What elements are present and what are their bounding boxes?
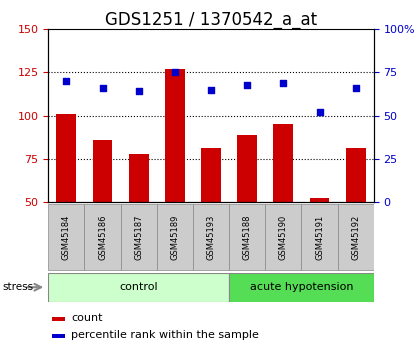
Bar bbox=[310, 198, 330, 202]
Text: GSM45184: GSM45184 bbox=[62, 215, 71, 260]
Text: percentile rank within the sample: percentile rank within the sample bbox=[71, 330, 259, 340]
Point bbox=[316, 109, 323, 115]
Text: GSM45187: GSM45187 bbox=[134, 215, 143, 260]
Point bbox=[171, 70, 178, 75]
Bar bbox=[48, 273, 229, 302]
Bar bbox=[48, 204, 84, 270]
Bar bbox=[84, 204, 121, 270]
Text: GSM45192: GSM45192 bbox=[351, 215, 360, 260]
Bar bbox=[229, 273, 374, 302]
Point bbox=[352, 85, 359, 91]
Bar bbox=[121, 204, 157, 270]
Text: GSM45191: GSM45191 bbox=[315, 215, 324, 260]
Text: acute hypotension: acute hypotension bbox=[250, 282, 353, 292]
Bar bbox=[237, 135, 257, 202]
Bar bbox=[52, 334, 65, 338]
Point bbox=[244, 82, 251, 87]
Text: control: control bbox=[119, 282, 158, 292]
Bar bbox=[92, 140, 113, 202]
Text: stress: stress bbox=[2, 282, 33, 292]
Bar bbox=[229, 204, 265, 270]
Bar bbox=[338, 204, 374, 270]
Bar bbox=[157, 204, 193, 270]
Point bbox=[63, 78, 70, 84]
Bar bbox=[273, 124, 293, 202]
Bar bbox=[346, 148, 366, 202]
Text: GSM45190: GSM45190 bbox=[279, 215, 288, 260]
Bar bbox=[302, 204, 338, 270]
Text: GSM45188: GSM45188 bbox=[243, 215, 252, 260]
Bar bbox=[52, 317, 65, 321]
Bar bbox=[56, 114, 76, 202]
Bar bbox=[129, 154, 149, 202]
Point bbox=[135, 89, 142, 94]
Text: GSM45189: GSM45189 bbox=[171, 215, 179, 260]
Point bbox=[99, 85, 106, 91]
Point bbox=[208, 87, 215, 92]
Bar bbox=[165, 69, 185, 202]
Text: GSM45186: GSM45186 bbox=[98, 215, 107, 260]
Bar bbox=[201, 148, 221, 202]
Title: GDS1251 / 1370542_a_at: GDS1251 / 1370542_a_at bbox=[105, 11, 317, 29]
Bar bbox=[265, 204, 302, 270]
Point bbox=[280, 80, 287, 86]
Text: count: count bbox=[71, 313, 102, 323]
Bar bbox=[193, 204, 229, 270]
Text: GSM45193: GSM45193 bbox=[207, 215, 215, 260]
